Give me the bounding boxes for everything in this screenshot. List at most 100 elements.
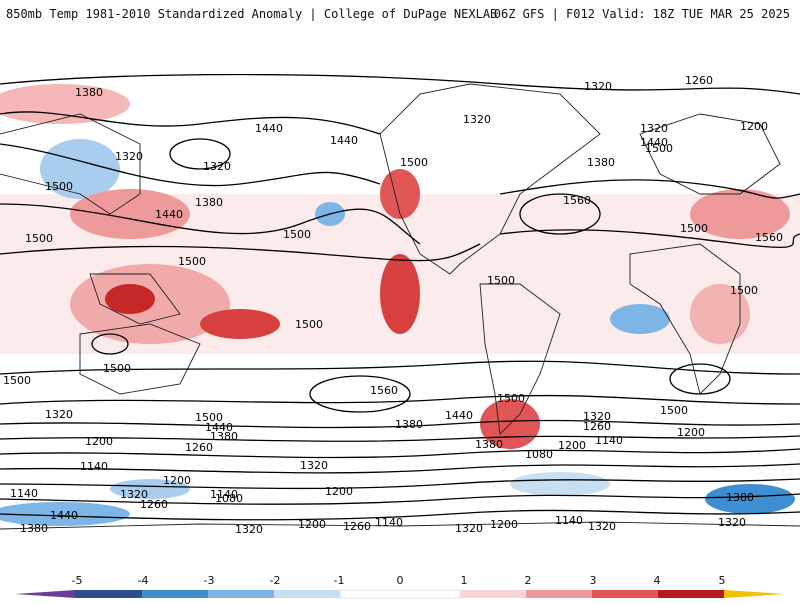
pos-anomaly-patch xyxy=(690,284,750,344)
contour-label: 1500 xyxy=(680,222,708,235)
contour-label: 1380 xyxy=(305,74,333,75)
contour-label: 1320 xyxy=(45,408,73,421)
contour-label: 1380 xyxy=(195,196,223,209)
pos-anomaly-core xyxy=(200,309,280,339)
colorbar-swatches xyxy=(15,589,785,599)
contour-labels: 1380 1380 1320 1260 1440 1440 1500 1320 … xyxy=(3,74,783,534)
contour-line xyxy=(0,509,800,521)
colorbar-p4 xyxy=(658,590,724,598)
contour-line xyxy=(0,478,800,490)
contour-line xyxy=(0,143,381,187)
australia-coast xyxy=(79,323,201,395)
colorbar-p2 xyxy=(526,590,592,598)
contour-label: 1260 xyxy=(583,420,611,433)
contour-label: 1380 xyxy=(587,156,615,169)
neg-anomaly-patch xyxy=(510,472,610,496)
contour-label: 1140 xyxy=(210,488,238,501)
contour-label: 1320 xyxy=(300,459,328,472)
colorbar-n3 xyxy=(142,590,208,598)
contour-label: 1500 xyxy=(25,232,53,245)
contour-label: 1200 xyxy=(298,518,326,531)
contour-label: 1500 xyxy=(497,392,525,405)
contour-label: 1320 xyxy=(115,150,143,163)
contour-label: 1140 xyxy=(555,514,583,527)
contour-line xyxy=(0,74,800,95)
contour-label: 1500 xyxy=(295,318,323,331)
anomaly-colorbar: -5 -4 -3 -2 -1 0 1 2 3 4 5 xyxy=(0,560,800,600)
contour-label: 1380 xyxy=(475,438,503,451)
closed-contour xyxy=(309,375,411,413)
contour-line xyxy=(0,493,800,505)
contour-label: 1200 xyxy=(740,120,768,133)
contour-label: 1320 xyxy=(718,516,746,529)
neg-anomaly-patch xyxy=(0,502,130,526)
closed-contour xyxy=(91,333,129,355)
colorbar-tick: -5 xyxy=(71,574,83,587)
africa-coast xyxy=(629,243,741,395)
contour-label: 1440 xyxy=(255,122,283,135)
contour-label: 1080 xyxy=(525,448,553,461)
contour-label: 1440 xyxy=(640,136,668,149)
contour-label: 1440 xyxy=(155,208,183,221)
contour-label: 1500 xyxy=(103,362,131,375)
contour-label: 1260 xyxy=(343,520,371,533)
map-canvas: 1380 1380 1320 1260 1440 1440 1500 1320 … xyxy=(0,74,800,534)
contour-label: 1320 xyxy=(120,488,148,501)
contour-label: 1380 xyxy=(20,522,48,534)
colorbar-n1 xyxy=(274,590,340,598)
contour-label: 1500 xyxy=(178,255,206,268)
colorbar-tick: 2 xyxy=(524,574,532,587)
contour-line xyxy=(499,179,800,199)
contour-line xyxy=(0,435,800,442)
contour-label: 1260 xyxy=(140,498,168,511)
colorbar-p1 xyxy=(460,590,526,598)
pos-anomaly-patch xyxy=(70,189,190,239)
contour-label: 1500 xyxy=(400,156,428,169)
contour-label: 1200 xyxy=(677,426,705,439)
contour-label: 1140 xyxy=(80,460,108,473)
map-header: 850mb Temp 1981-2010 Standardized Anomal… xyxy=(0,0,800,28)
contour-label: 1320 xyxy=(455,522,483,534)
neg-anomaly-patch xyxy=(110,479,190,499)
contour-label: 1200 xyxy=(490,518,518,531)
pos-anomaly-core xyxy=(380,254,420,334)
contour-line xyxy=(499,229,800,249)
contour-label: 1440 xyxy=(50,509,78,522)
colorbar-underflow xyxy=(15,590,75,598)
contour-label: 1380 xyxy=(726,491,754,504)
contour-line xyxy=(0,243,481,262)
colorbar-tick: 5 xyxy=(718,574,726,587)
contour-label: 1560 xyxy=(755,231,783,244)
contour-label: 1140 xyxy=(595,434,623,447)
contour-label: 1320 xyxy=(583,410,611,423)
pos-anomaly-patch xyxy=(380,169,420,219)
south-america-coast xyxy=(479,283,561,435)
contour-line xyxy=(0,419,800,429)
colorbar-tick: 4 xyxy=(653,574,661,587)
neg-anomaly-patch xyxy=(40,139,120,199)
contour-label: 1320 xyxy=(463,113,491,126)
colorbar-tick: -2 xyxy=(269,574,281,587)
colorbar-n4 xyxy=(75,590,142,598)
contour-label: 1560 xyxy=(370,384,398,397)
contour-label: 1500 xyxy=(660,404,688,417)
closed-contour xyxy=(669,363,731,395)
contour-label: 1140 xyxy=(10,487,38,500)
colorbar-tick: 3 xyxy=(589,574,597,587)
closed-contour xyxy=(519,193,601,235)
pos-anomaly-core xyxy=(105,284,155,314)
contour-label: 1380 xyxy=(75,86,103,99)
contour-line xyxy=(0,448,800,459)
contour-line xyxy=(0,111,381,135)
neg-anomaly-patch xyxy=(705,484,795,514)
coastlines xyxy=(0,83,800,530)
antarctica-coast xyxy=(0,521,800,530)
anomaly-shading xyxy=(0,84,800,526)
colorbar-p3 xyxy=(592,590,658,598)
colorbar-overflow xyxy=(724,590,785,598)
contour-line xyxy=(0,203,421,245)
contour-label: 1200 xyxy=(558,439,586,452)
contour-label: 1140 xyxy=(375,516,403,529)
colorbar-tick: -3 xyxy=(203,574,215,587)
map-title: 850mb Temp 1981-2010 Standardized Anomal… xyxy=(6,7,498,21)
